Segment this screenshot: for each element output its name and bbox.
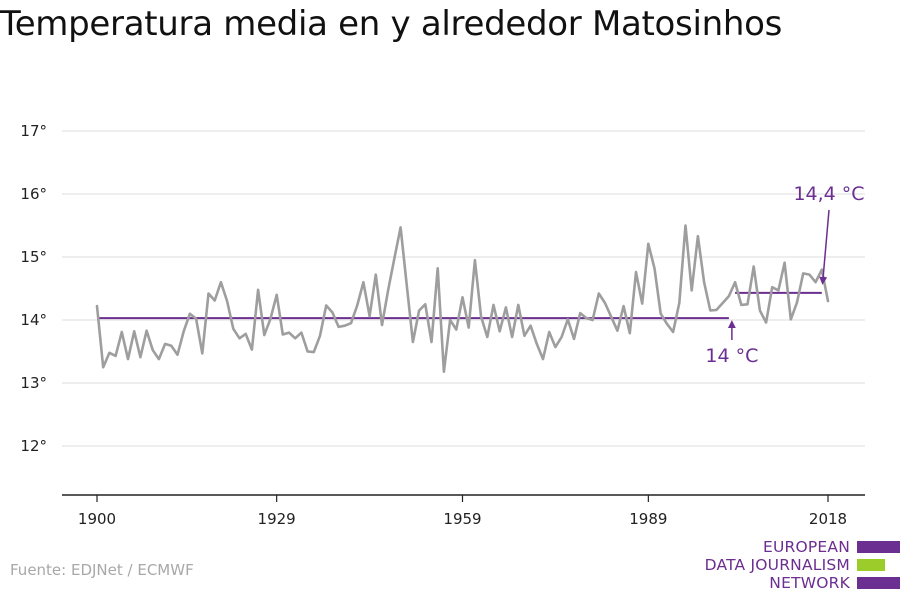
logo-line-2: DATA JOURNALISM xyxy=(704,556,850,574)
y-tick-label: 15° xyxy=(20,248,47,266)
series-layer xyxy=(95,224,830,374)
x-tick-label: 2018 xyxy=(809,510,847,528)
y-tick-label: 16° xyxy=(20,185,47,203)
temperature-series-line xyxy=(95,224,830,374)
logo-bar-top xyxy=(857,541,900,553)
y-tick-label: 17° xyxy=(20,122,47,140)
annotation-label-2: 14,4 °C xyxy=(793,183,864,205)
source-note: Fuente: EDJNet / ECMWF xyxy=(10,561,194,579)
x-tick-label: 1900 xyxy=(78,510,116,528)
logo-bar-middle xyxy=(857,559,885,571)
logo-bar-bottom xyxy=(857,577,900,589)
annotation-label-1: 14 °C xyxy=(705,345,758,367)
x-tick-label: 1959 xyxy=(443,510,481,528)
x-tick-label: 1929 xyxy=(258,510,296,528)
x-tick-label: 1989 xyxy=(629,510,667,528)
logo-line-3: NETWORK xyxy=(769,574,850,592)
grid-layer xyxy=(62,130,865,447)
y-tick-label: 14° xyxy=(20,311,47,329)
logo-line-1: EUROPEAN xyxy=(762,538,850,556)
y-tick-label: 13° xyxy=(20,374,47,392)
annotation-arrow-2 xyxy=(819,209,830,285)
y-tick-label: 12° xyxy=(20,437,47,455)
edjnet-logo: EUROPEAN DATA JOURNALISM NETWORK xyxy=(700,537,900,597)
annotation-layer: 14 °C 14,4 °C xyxy=(705,183,864,367)
chart-title: Temperatura media en y alrededor Matosin… xyxy=(0,4,783,44)
axis-layer: 12° 13° 14° 15° 16° 17° 1900 1929 1959 1989 2018 xyxy=(20,122,865,528)
